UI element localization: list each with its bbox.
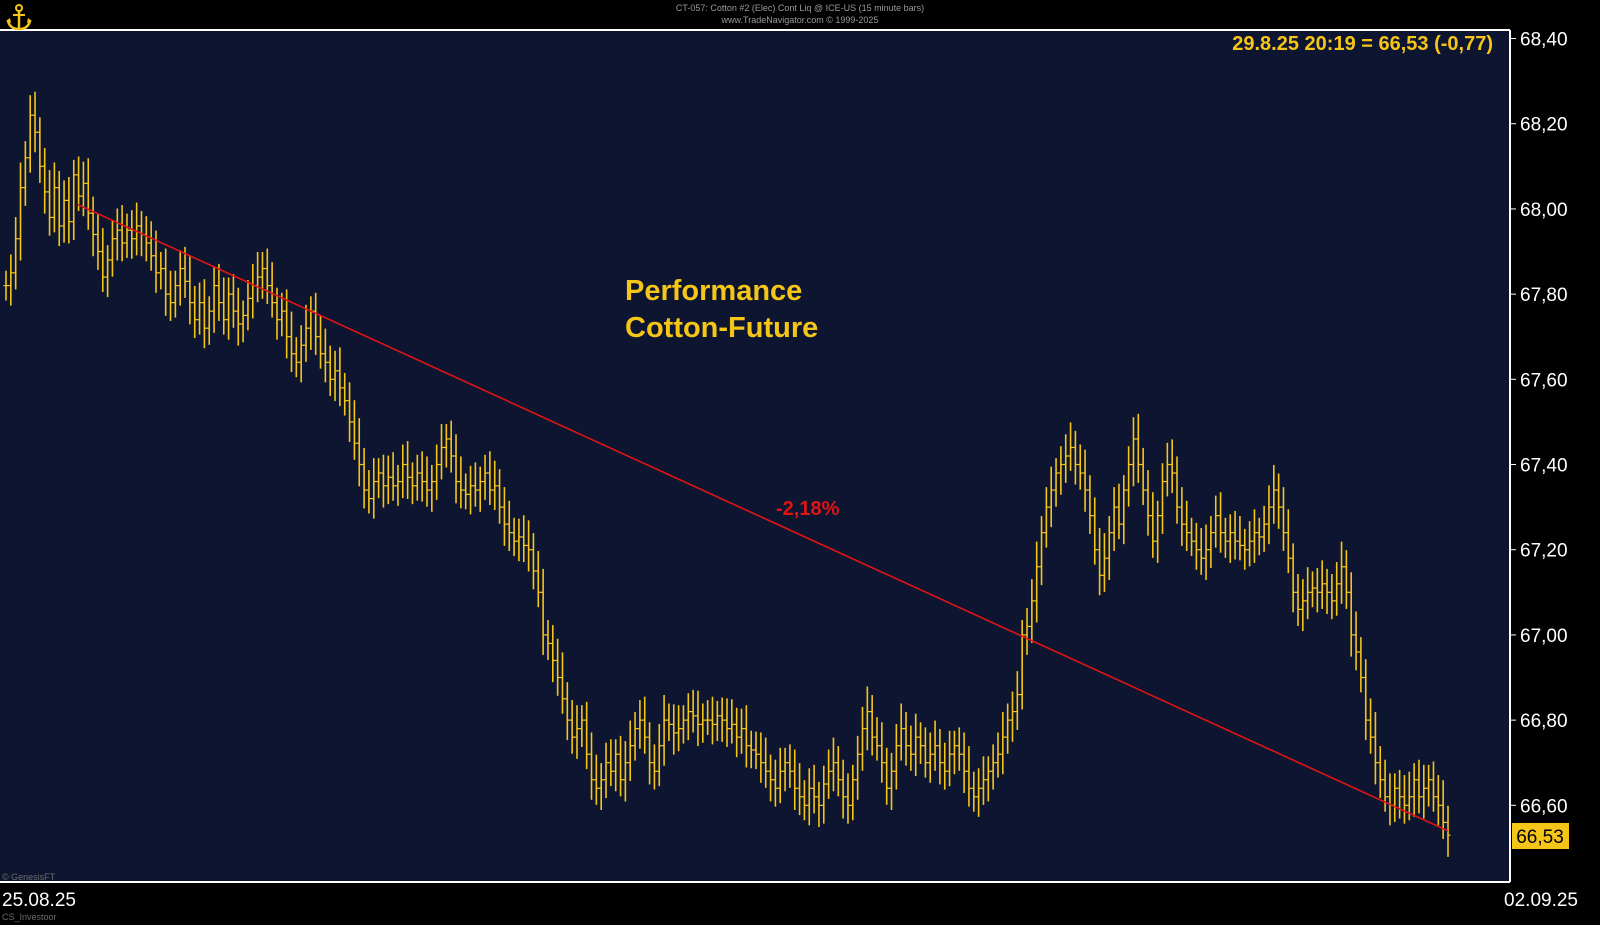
trend-line: [77, 203, 1449, 832]
y-tick-label: 67,00: [1520, 626, 1568, 647]
anchor-icon: [6, 4, 32, 31]
last-price-label: 66,53: [1516, 827, 1564, 848]
price-series: [3, 91, 1451, 857]
copyright-notice: www.TradeNavigator.com © 1999-2025: [721, 15, 879, 25]
y-tick-label: 66,60: [1520, 796, 1568, 817]
footer-credit: © GenesisFT: [2, 872, 56, 882]
y-tick-label: 67,20: [1520, 541, 1568, 562]
y-tick-label: 67,60: [1520, 370, 1568, 391]
y-tick-label: 66,80: [1520, 711, 1568, 732]
y-tick-label: 68,40: [1520, 30, 1568, 51]
y-tick-label: 67,80: [1520, 285, 1568, 306]
x-label-start: 25.08.25: [2, 890, 76, 911]
y-axis: 68,40 68,20 68,00 67,80 67,60 67,40 67,20 67,00…: [1510, 30, 1568, 817]
last-price-box: [1512, 823, 1569, 849]
instrument-description: CT-057: Cotton #2 (Elec) Cont Liq @ ICE-…: [675, 3, 925, 13]
y-tick-label: 68,00: [1520, 200, 1568, 221]
footer-author: CS_Investoor: [2, 912, 57, 922]
x-label-end: 02.09.25: [1504, 890, 1578, 911]
y-tick-label: 67,40: [1520, 456, 1568, 477]
performance-change-label: -2,18%: [776, 498, 840, 520]
chart-header: CT-057: Cotton #2 (Elec) Cont Liq @ ICE-…: [0, 0, 1600, 30]
y-tick-label: 68,20: [1520, 115, 1568, 136]
chart-title: Performance: [625, 275, 802, 307]
chart-subtitle: Cotton-Future: [625, 312, 818, 344]
plot-background: [0, 30, 1510, 882]
price-readout: 29.8.25 20:19 = 66,53 (-0,77): [1232, 33, 1493, 55]
